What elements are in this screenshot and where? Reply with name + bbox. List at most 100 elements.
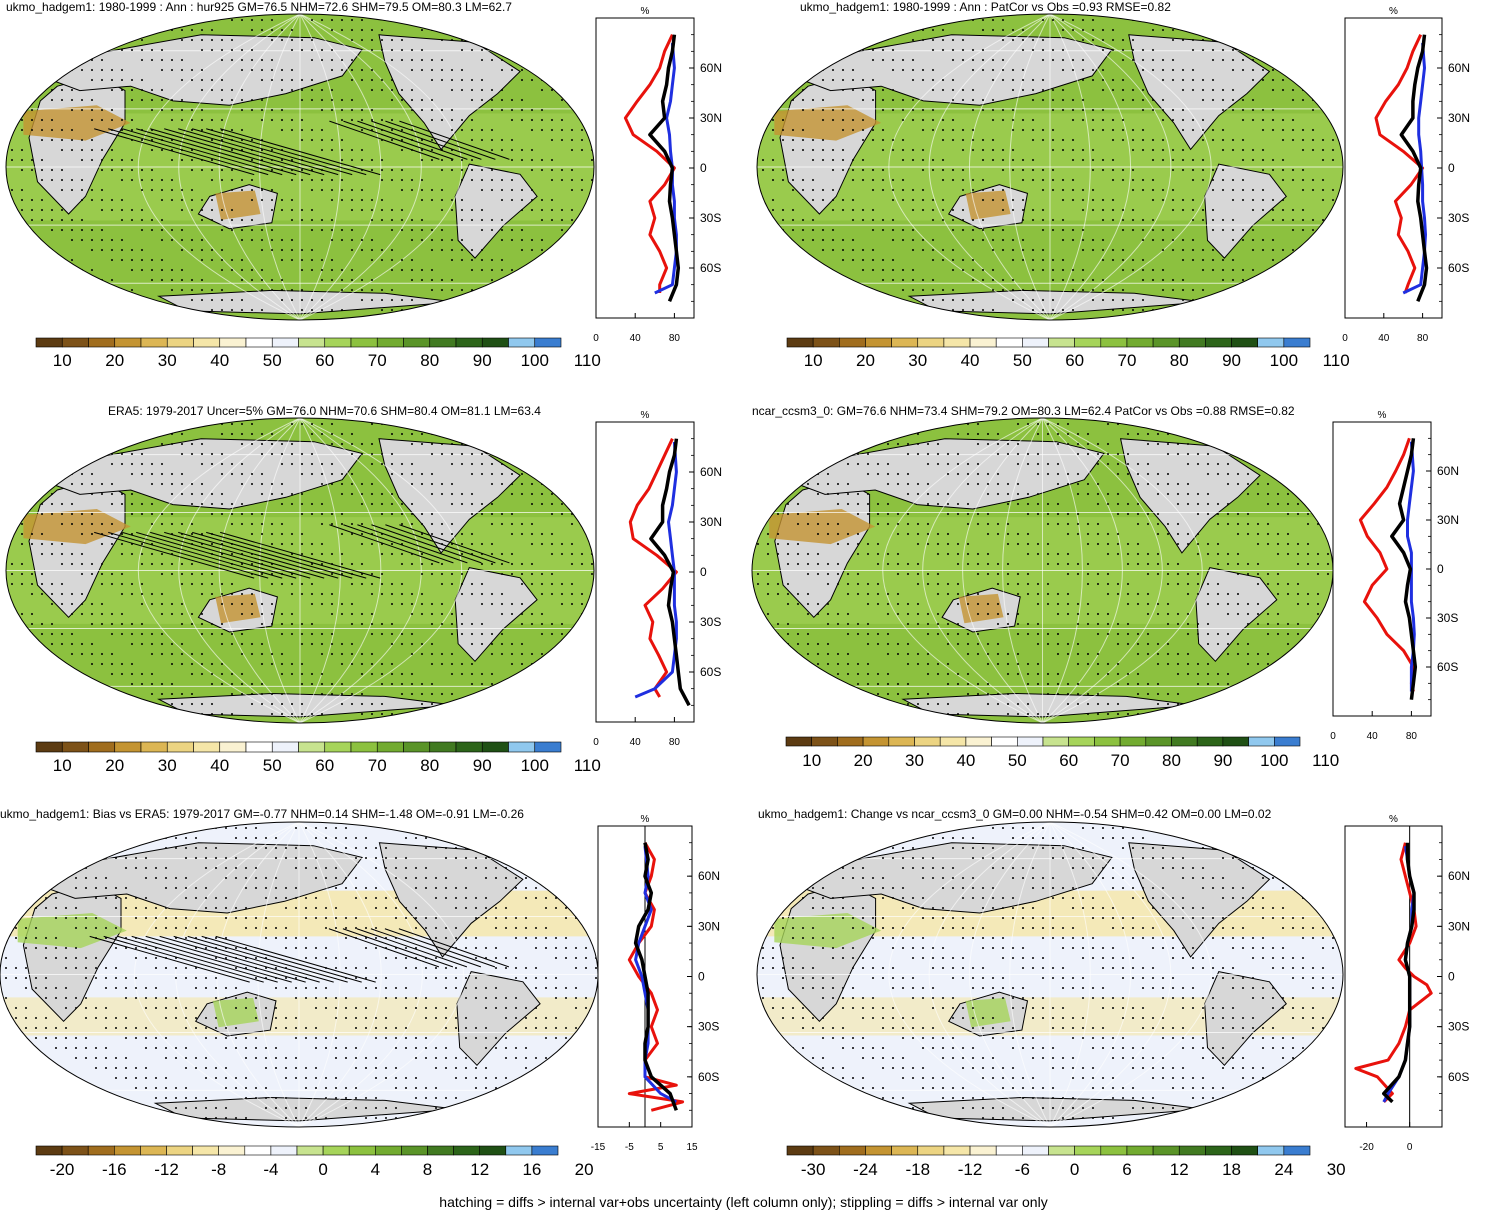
stipple-dot [391,433,393,435]
stipple-dot [1187,443,1189,445]
stipple-dot [1297,633,1299,635]
stipple-dot [441,289,443,291]
stipple-dot [381,89,383,91]
stipple-dot [842,149,844,151]
graticule-line [1042,418,1083,724]
hatch-line [357,120,468,160]
stipple-dot [802,179,804,181]
stipple-dot [151,683,153,685]
stipple-dot [1312,299,1314,301]
stipple-dot [1037,633,1039,635]
stipple-dot [451,169,453,171]
x-tick-label: 80 [669,737,681,748]
stipple-dot [1202,309,1204,311]
stipple-dot [351,289,353,291]
stipple-dot [411,463,413,465]
stipple-dot [907,533,909,535]
stipple-dot [311,299,313,301]
stipple-dot [817,613,819,615]
stipple-dot [1332,69,1334,71]
stipple-dot [461,673,463,675]
stipple-dot [1052,89,1054,91]
stipple-dot [927,653,929,655]
stipple-dot [1092,279,1094,281]
stipple-dot [1202,259,1204,261]
stipple-dot [51,593,53,595]
colorbar-swatch [1178,337,1206,348]
colorbar-swatch [324,741,352,753]
stipple-dot [51,433,53,435]
stipple-dot [101,603,103,605]
stipple-dot [311,189,313,191]
stipple-dot [1012,119,1014,121]
stipple-dot [1317,653,1319,655]
stipple-dot [21,119,23,121]
stipple-dot [121,169,123,171]
stipple-dot [531,533,533,535]
stipple-dot [1217,523,1219,525]
panel-title: ERA5: 1979-2017 Uncer=5% GM=76.0 NHM=70.… [108,404,541,418]
colorbar-swatch [481,741,509,753]
stipple-dot [1332,99,1334,101]
stipple-dot [21,209,23,211]
stipple-dot [491,129,493,131]
stipple-dot [1287,423,1289,425]
stipple-dot [501,633,503,635]
stipple-dot [1292,299,1294,301]
stipple-dot [1247,573,1249,575]
stipple-dot [181,583,183,585]
stipple-dot [571,269,573,271]
colorbar-tick-label: 10 [53,351,72,370]
stipple-dot [441,79,443,81]
stipple-dot [111,673,113,675]
stipple-dot [481,563,483,565]
stipple-dot [1162,119,1164,121]
stipple-dot [1062,99,1064,101]
stipple-dot [1217,463,1219,465]
stipple-dot [71,513,73,515]
stipple-dot [411,523,413,525]
stipple-dot [531,523,533,525]
stipple-dot [161,443,163,445]
stipple-dot [151,169,153,171]
stipple-dot [431,269,433,271]
stipple-dot [351,703,353,705]
stipple-dot [551,49,553,51]
stipple-dot [41,79,43,81]
stipple-dot [431,99,433,101]
stipple-dot [191,239,193,241]
stipple-dot [131,583,133,585]
stipple-dot [1332,309,1334,311]
stipple-dot [491,309,493,311]
stipple-dot [837,713,839,715]
stipple-dot [1057,693,1059,695]
stipple-dot [361,613,363,615]
stipple-dot [1062,89,1064,91]
stipple-dot [1212,49,1214,51]
stipple-dot [1067,593,1069,595]
stipple-dot [571,643,573,645]
stipple-dot [1187,423,1189,425]
stipple-dot [11,119,13,121]
stipple-dot [271,713,273,715]
stipple-dot [181,483,183,485]
stipple-dot [161,603,163,605]
stipple-dot [431,119,433,121]
stipple-dot [1192,259,1194,261]
stipple-dot [987,473,989,475]
stipple-dot [1102,39,1104,41]
stipple-dot [501,149,503,151]
stipple-dot [997,693,999,695]
stipple-dot [191,533,193,535]
stipple-dot [802,69,804,71]
stipple-dot [551,139,553,141]
stipple-dot [251,613,253,615]
stipple-dot [1002,69,1004,71]
stipple-dot [927,693,929,695]
stipple-dot [161,179,163,181]
stipple-dot [271,653,273,655]
stipple-dot [241,279,243,281]
colorbar-tick-label: 70 [1117,351,1136,370]
stipple-dot [591,603,593,605]
